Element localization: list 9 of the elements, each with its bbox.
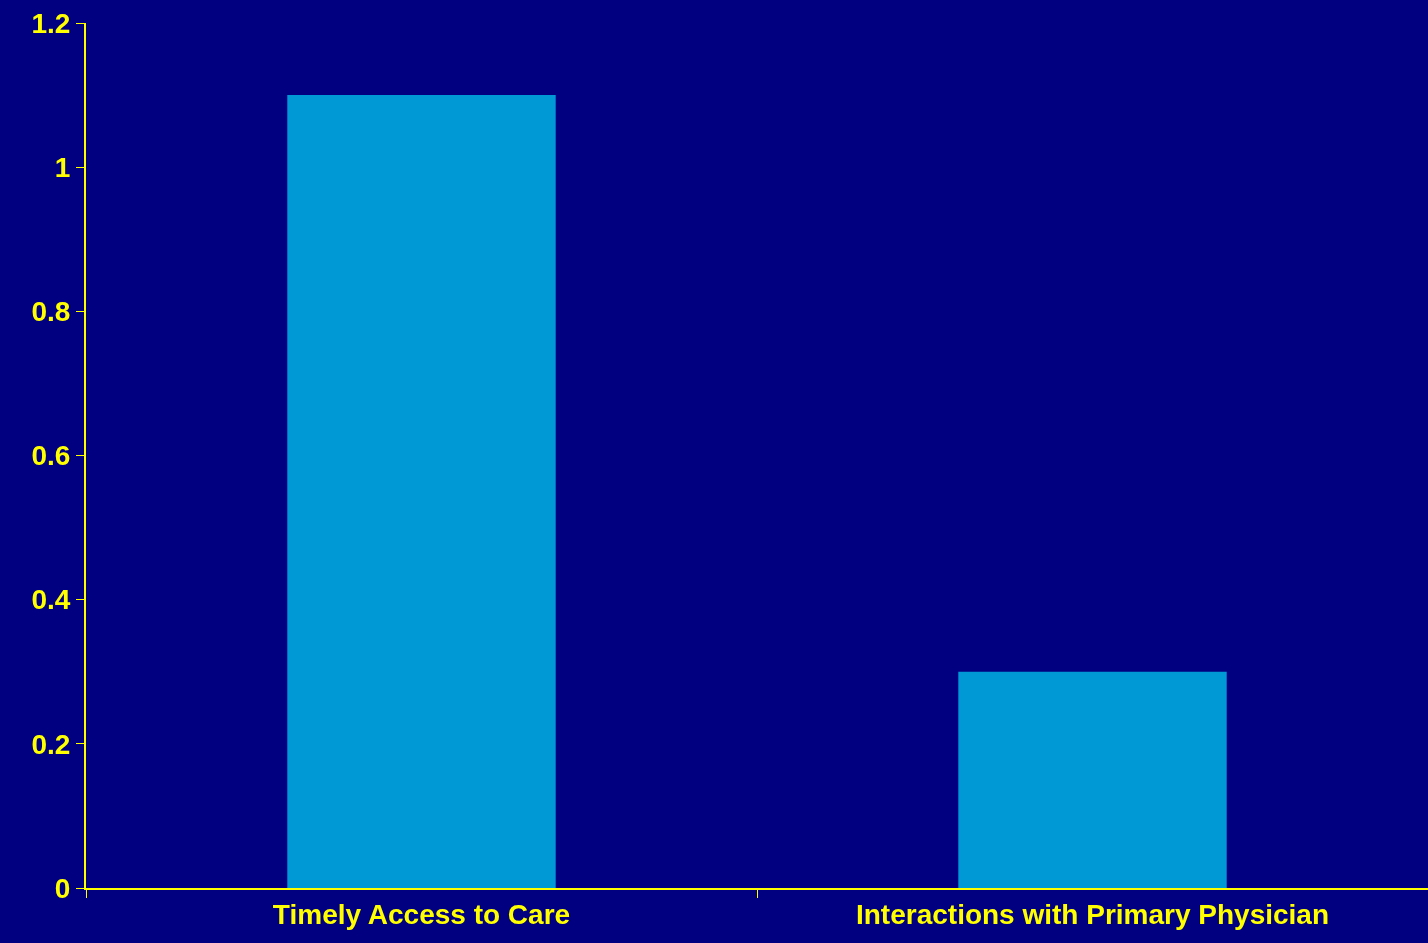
y-tick-label: 0.2 [31,728,71,760]
x-tick-label: Interactions with Primary Physician [855,898,1330,930]
x-tick-label: Timely Access to Care [272,898,571,930]
y-tick-label: 0.8 [31,296,71,328]
y-tick-label: 0.6 [31,440,71,472]
y-tick-label: 0.4 [31,584,71,616]
y-tick-label: 1 [54,151,71,183]
y-tick-label: 1.2 [31,7,71,39]
y-tick-label: 0 [54,872,71,904]
